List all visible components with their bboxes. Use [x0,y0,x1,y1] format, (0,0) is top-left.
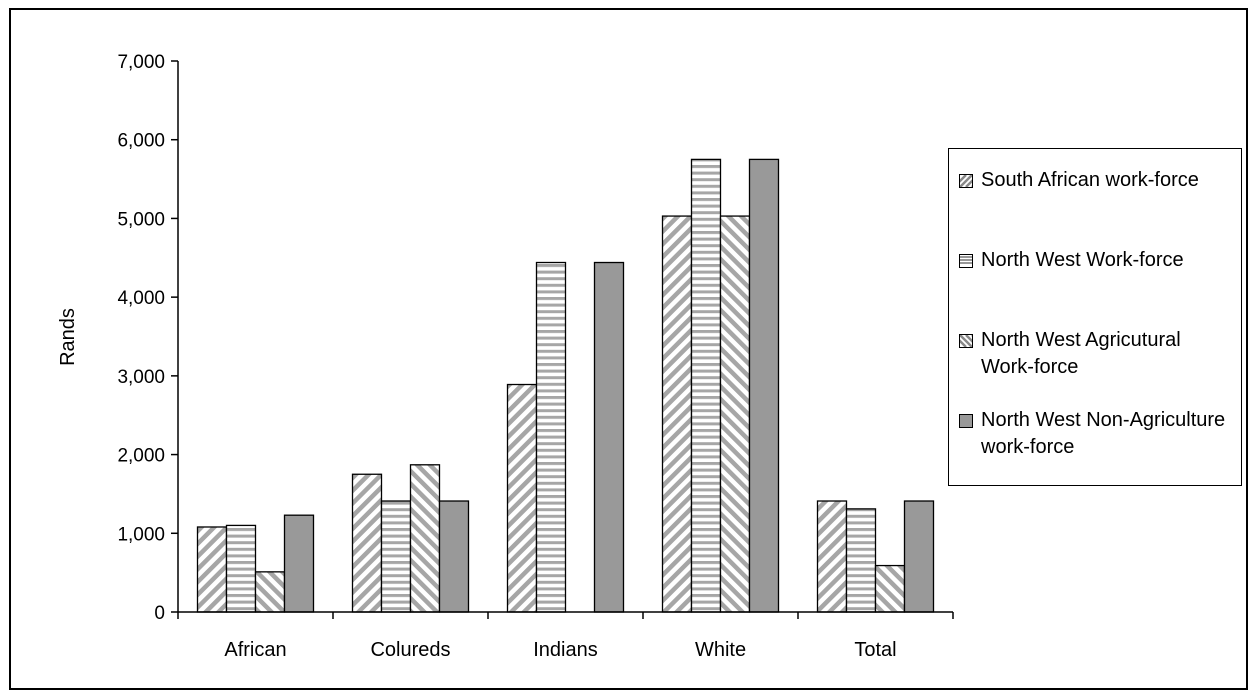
bar-african-series-1 [196,526,228,613]
legend-label: North West Work-force [981,249,1184,271]
bar-white-series-1 [661,215,693,613]
legend-label: North West Agricutural Work-force [981,329,1181,378]
y-tick-label: 0 [154,603,165,624]
bar-colureds-series-2 [380,500,412,613]
bar-total-series-2 [845,508,877,613]
bar-colureds-series-1 [351,473,383,613]
legend-label: South African work-force [981,169,1199,191]
y-tick-label: 1,000 [117,524,165,545]
bar-indians-series-1 [506,383,538,613]
legend-label: North West Non-Agriculture work-force [981,409,1226,458]
legend-item: North West Work-force [959,247,1239,274]
bar-total-series-1 [816,500,848,613]
y-tick-label: 2,000 [117,446,165,467]
bar-white-series-3 [719,215,751,613]
legend-swatch [959,414,973,428]
legend-swatch [959,254,973,268]
y-tick-label: 4,000 [117,288,165,309]
bar-indians-series-2 [535,261,567,613]
bar-indians-series-4 [593,261,625,613]
y-axis-title: Rands [57,308,79,366]
y-tick-label: 3,000 [117,367,165,388]
legend-item: North West Agricutural Work-force [959,327,1239,381]
y-tick-label: 5,000 [117,209,165,230]
x-category-label: Indians [533,639,598,661]
legend-item: North West Non-Agriculture work-force [959,407,1239,461]
chart-frame [9,8,1248,690]
bar-total-series-3 [874,564,906,613]
bar-african-series-3 [254,571,286,613]
bar-african-series-2 [225,524,257,613]
legend-item: South African work-force [959,167,1239,194]
x-category-label: Total [854,639,896,661]
bar-white-series-2 [690,158,722,613]
legend-swatch [959,334,973,348]
x-category-label: African [224,639,286,661]
bar-white-series-4 [748,158,780,613]
y-tick-label: 7,000 [117,52,165,73]
x-category-label: Colureds [370,639,450,661]
x-category-label: White [695,639,746,661]
y-tick-label: 6,000 [117,131,165,152]
bar-african-series-4 [283,514,315,613]
bar-colureds-series-3 [409,464,441,613]
bar-total-series-4 [903,500,935,613]
chart-legend: South African work-force North West Work-… [948,148,1242,486]
bar-colureds-series-4 [438,500,470,613]
legend-swatch [959,174,973,188]
